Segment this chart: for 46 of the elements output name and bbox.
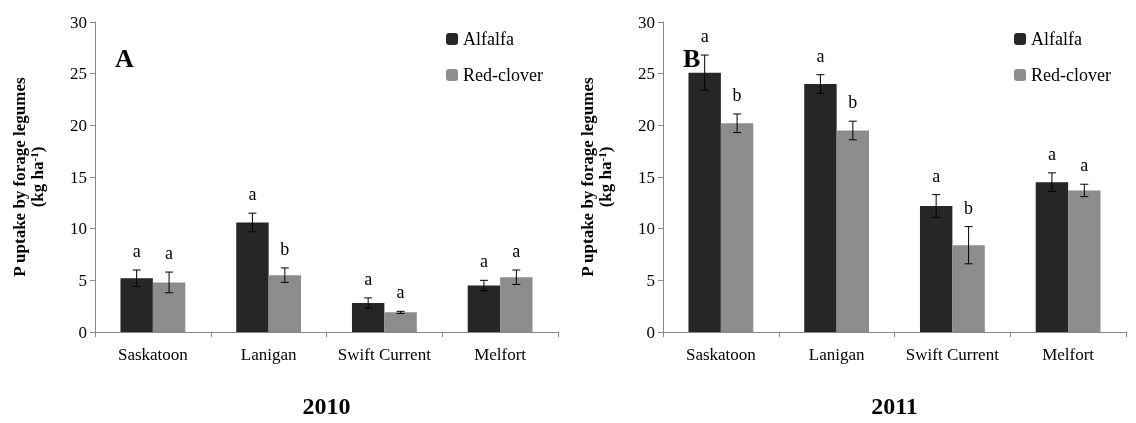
data-label: a (816, 45, 825, 66)
y-tick-label: 20 (638, 115, 655, 135)
data-label: b (732, 84, 742, 105)
x-tick-label: Melfort (474, 345, 527, 364)
data-label: b (964, 197, 974, 218)
y-tick-label: 0 (78, 322, 87, 342)
y-tick-label: 10 (70, 219, 87, 239)
data-label: a (1047, 143, 1056, 164)
legend-label: Red-clover (1031, 65, 1112, 85)
legend-label: Red-clover (463, 65, 544, 85)
y-tick-label: 15 (70, 167, 87, 187)
legend-label: Alfalfa (1031, 29, 1083, 49)
x-tick-label: Lanigan (240, 345, 297, 364)
data-label: a (1080, 155, 1089, 176)
x-tick-label: Swift Current (905, 345, 1000, 364)
data-label: a (396, 282, 405, 303)
data-label: b (848, 92, 858, 113)
x-axis-title: 2010 (302, 393, 351, 419)
y-tick-label: 25 (638, 64, 655, 84)
data-label: a (479, 251, 488, 272)
x-tick-label: Swift Current (337, 345, 432, 364)
data-label: b (280, 238, 290, 259)
data-label: a (700, 26, 709, 47)
data-label: a (132, 241, 141, 261)
y-tick-label: 30 (638, 12, 655, 32)
y-tick-label: 0 (646, 322, 655, 342)
data-label: a (364, 268, 373, 289)
text: B (683, 43, 701, 73)
data-label: a (512, 241, 521, 261)
legend-label: Alfalfa (463, 29, 515, 49)
data-label: a (165, 243, 174, 264)
y-tick-label: 25 (70, 64, 87, 84)
data-label: a (248, 184, 257, 205)
x-tick-label: Lanigan (808, 345, 865, 364)
y-tick-label: 20 (70, 115, 87, 135)
x-axis-title: 2011 (871, 393, 918, 419)
data-label: a (932, 165, 941, 186)
x-tick-label: Saskatoon (685, 345, 757, 364)
x-tick-label: Saskatoon (117, 345, 189, 364)
y-tick-label: 15 (638, 167, 655, 187)
y-tick-label: 30 (70, 12, 87, 32)
x-tick-label: Melfort (1042, 345, 1095, 364)
text: A (115, 43, 134, 73)
y-tick-label: 5 (646, 270, 655, 290)
y-tick-label: 10 (638, 219, 655, 239)
y-tick-label: 5 (78, 270, 87, 290)
